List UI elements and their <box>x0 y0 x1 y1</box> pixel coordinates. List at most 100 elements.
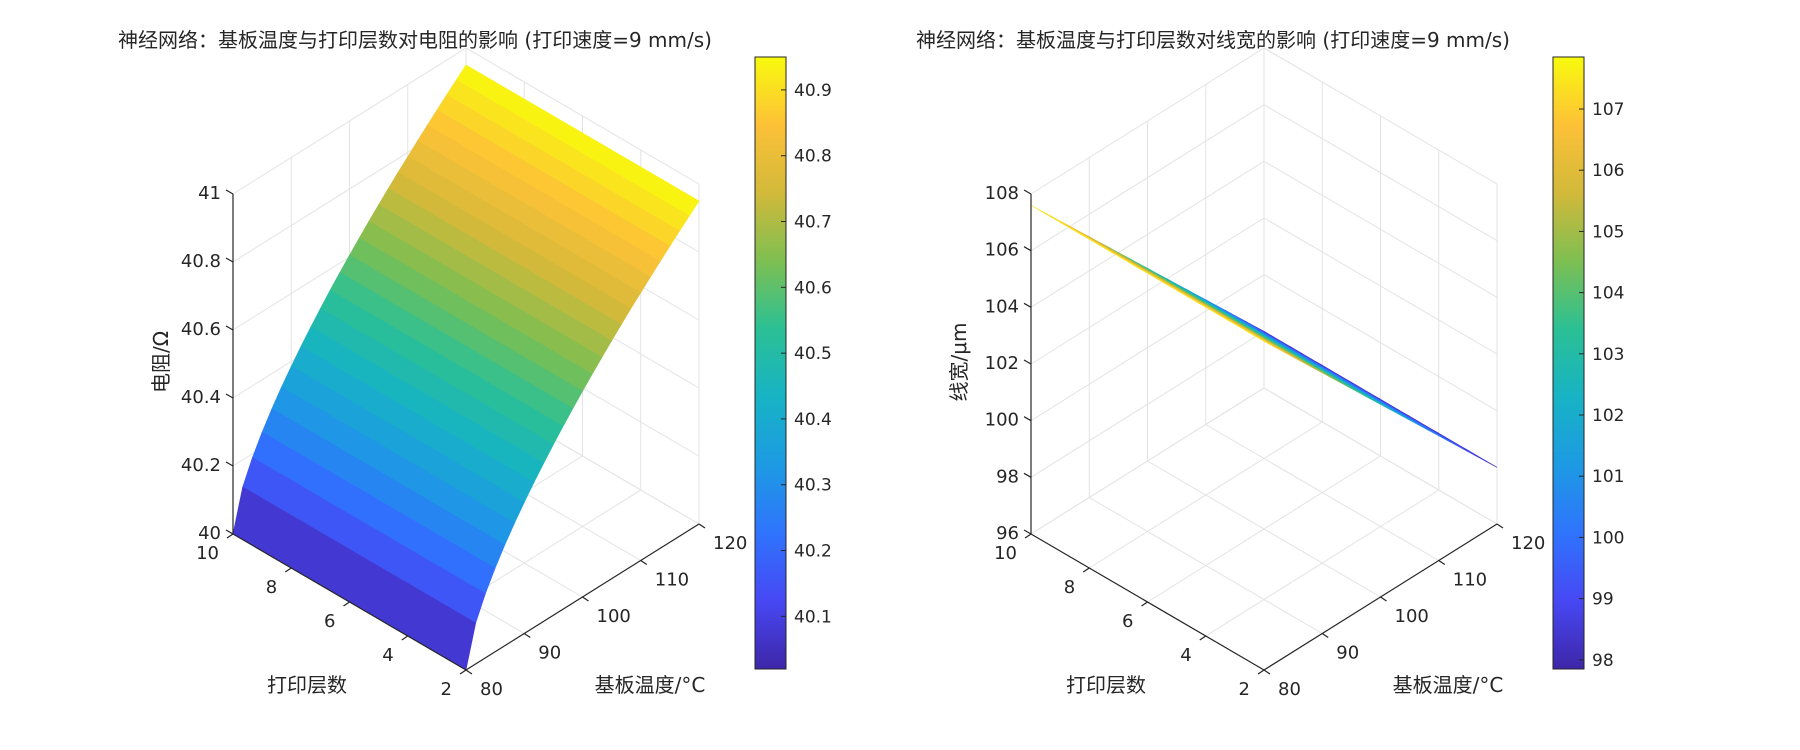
y-tick-label: 8 <box>266 577 277 598</box>
surface-plot <box>1030 205 1498 468</box>
x-tick-mark <box>1438 560 1446 565</box>
y-tick-mark <box>1024 533 1032 539</box>
z-tick-label: 98 <box>996 466 1019 487</box>
x-tick-label: 110 <box>655 570 689 591</box>
surface-plot <box>232 64 700 671</box>
y-tick-mark <box>1082 567 1090 573</box>
x-tick-label: 120 <box>713 533 747 554</box>
z-tick-label: 108 <box>985 183 1019 204</box>
y-tick-mark <box>1141 601 1148 607</box>
colorbar-tick-label: 40.8 <box>794 147 832 167</box>
resistance-surface-chart: 神经网络：基板温度与打印层数对电阻的影响 (打印速度=9 mm/s) 80 90 1… <box>118 28 832 700</box>
x-axis-label: 基板温度/°C <box>1393 673 1504 697</box>
linewidth-surface-chart: 神经网络：基板温度与打印层数对线宽的影响 (打印速度=9 mm/s) 80 90 1… <box>916 28 1624 700</box>
z-tick-mark <box>225 461 234 467</box>
colorbar-tick-label: 98 <box>1592 651 1614 671</box>
y-tick-label: 4 <box>382 645 393 666</box>
x-tick-mark <box>1321 633 1329 638</box>
y-tick-mark <box>343 601 350 607</box>
grid-line-z <box>1030 387 1498 535</box>
colorbar: 40.1 40.2 40.3 40.4 40.5 40.6 40.7 40.8 40.9 <box>754 56 832 670</box>
x-tick-label: 80 <box>1278 679 1301 700</box>
x-tick-mark <box>698 523 706 529</box>
colorbar-tick-label: 103 <box>1592 345 1624 365</box>
y-tick-mark <box>401 635 409 641</box>
z-tick-label: 40.2 <box>181 455 221 476</box>
colorbar-tick-label: 107 <box>1592 100 1624 120</box>
y-tick-mark <box>1199 635 1207 641</box>
y-tick-label: 10 <box>994 543 1017 564</box>
colorbar-tick-label: 99 <box>1592 590 1614 610</box>
z-tick-label: 104 <box>985 296 1019 317</box>
axes-grid <box>1030 47 1498 671</box>
x-tick-label: 110 <box>1453 570 1487 591</box>
y-tick-label: 2 <box>1239 679 1250 700</box>
x-axis-label: 基板温度/°C <box>595 673 706 697</box>
chart-title: 神经网络：基板温度与打印层数对电阻的影响 (打印速度=9 mm/s) <box>118 28 712 52</box>
y-tick-mark <box>1257 669 1265 675</box>
x-tick-mark <box>1496 523 1504 529</box>
colorbar-tick-label: 106 <box>1592 161 1624 181</box>
z-tick-mark <box>225 529 234 535</box>
z-tick-label: 40.4 <box>181 387 221 408</box>
colorbar-tick-label: 40.6 <box>794 278 832 298</box>
x-tick-mark <box>582 596 589 602</box>
z-tick-label: 100 <box>985 410 1019 431</box>
x-tick-mark <box>523 633 531 638</box>
z-tick-label: 41 <box>198 183 221 204</box>
x-tick-mark <box>1263 669 1271 675</box>
x-tick-mark <box>640 560 648 565</box>
y-tick-label: 6 <box>324 611 335 632</box>
z-tick-label: 102 <box>985 353 1019 374</box>
z-axis-label: 电阻/Ω <box>149 331 173 393</box>
y-tick-label: 6 <box>1122 611 1133 632</box>
z-tick-mark <box>1023 189 1032 195</box>
z-tick-mark <box>225 325 234 331</box>
colorbar-tick-label: 102 <box>1592 406 1624 426</box>
z-tick-mark <box>1023 246 1032 252</box>
colorbar-gradient <box>1552 56 1585 670</box>
x-tick-label: 120 <box>1511 533 1545 554</box>
z-tick-mark <box>1023 416 1032 422</box>
colorbar-tick-label: 40.9 <box>794 81 832 101</box>
z-tick-mark <box>225 189 234 195</box>
colorbar-tick-label: 40.3 <box>794 476 832 496</box>
x-tick-label: 90 <box>538 643 561 664</box>
x-tick-label: 100 <box>1395 606 1429 627</box>
y-tick-mark <box>226 533 234 539</box>
colorbar-tick-label: 40.2 <box>794 542 832 562</box>
y-tick-mark <box>284 567 292 573</box>
colorbar-tick-label: 40.1 <box>794 607 832 627</box>
z-tick-label: 40.8 <box>181 251 221 272</box>
colorbar-tick-label: 105 <box>1592 222 1624 242</box>
x-tick-mark <box>465 669 473 675</box>
x-tick-mark <box>1380 596 1387 602</box>
colorbar-tick-label: 40.4 <box>794 410 832 430</box>
z-tick-mark <box>225 257 234 263</box>
x-tick-label: 80 <box>480 679 503 700</box>
colorbar: 98 99 100 101 102 103 104 105 106 107 <box>1552 56 1624 671</box>
y-axis-label: 打印层数 <box>1066 673 1146 697</box>
z-tick-label: 106 <box>985 240 1019 261</box>
y-tick-label: 2 <box>441 679 452 700</box>
y-tick-label: 10 <box>196 543 219 564</box>
colorbar-tick-label: 40.7 <box>794 213 832 233</box>
z-tick-mark <box>1023 529 1032 535</box>
z-tick-label: 40 <box>198 523 221 544</box>
z-tick-label: 96 <box>996 523 1019 544</box>
colorbar-tick-label: 100 <box>1592 528 1624 548</box>
y-tick-mark <box>459 669 467 675</box>
x-tick-label: 100 <box>597 606 631 627</box>
chart-title: 神经网络：基板温度与打印层数对线宽的影响 (打印速度=9 mm/s) <box>916 28 1510 52</box>
colorbar-tick-label: 104 <box>1592 284 1624 304</box>
z-tick-mark <box>1023 359 1032 365</box>
z-tick-mark <box>1023 472 1032 478</box>
z-axis-label: 线宽/μm <box>947 323 971 402</box>
y-axis-label: 打印层数 <box>267 673 347 697</box>
z-tick-mark <box>1023 302 1032 308</box>
y-tick-label: 8 <box>1064 577 1075 598</box>
surface-patch <box>1254 335 1274 347</box>
